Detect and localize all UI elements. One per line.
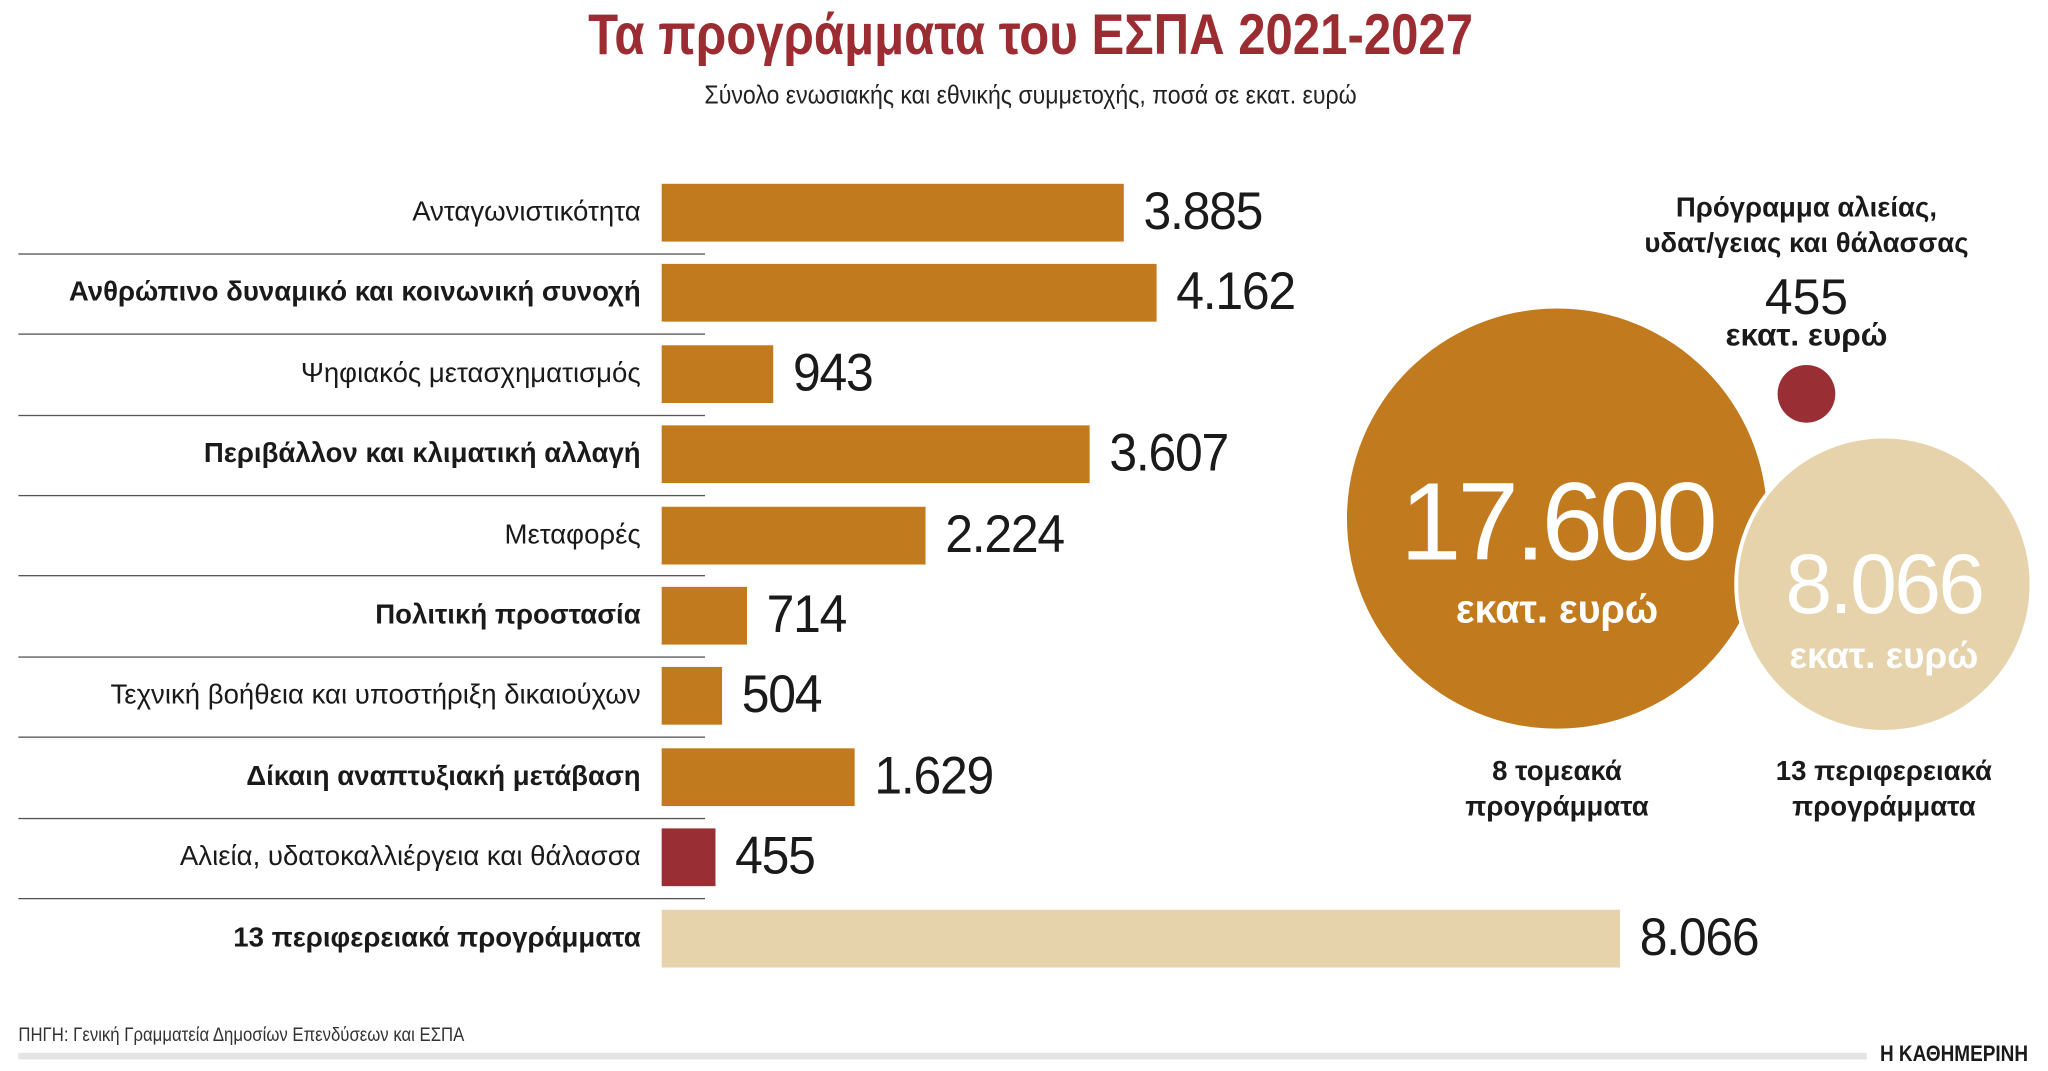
row-divider bbox=[18, 494, 705, 497]
category-label: Μεταφορές bbox=[504, 519, 641, 550]
category-label: Τεχνική βοήθεια και υποστήριξη δικαιούχω… bbox=[110, 680, 641, 711]
chart-subtitle: Σύνολο ενωσιακής και εθνικής συμμετοχής,… bbox=[704, 81, 1357, 111]
row-divider bbox=[18, 252, 705, 255]
bubble-fisheries bbox=[1777, 364, 1836, 423]
fisheries-caption-2: υδατ/γειας και θάλασσας bbox=[1644, 228, 1969, 259]
bar bbox=[661, 909, 1621, 968]
category-label: Περιβάλλον και κλιματική αλλαγή bbox=[203, 438, 641, 469]
data-label: 943 bbox=[793, 344, 874, 403]
data-label: 455 bbox=[735, 827, 816, 886]
bubble-regional-value: 8.066 bbox=[1785, 536, 1985, 632]
bar bbox=[661, 748, 856, 806]
category-label: 13 περιφερειακά προγράμματα bbox=[233, 922, 641, 953]
regional-caption-2: προγράμματα bbox=[1792, 791, 1976, 822]
sectoral-caption-2: προγράμματα bbox=[1465, 791, 1649, 822]
bubble-sectoral-value: 17.600 bbox=[1400, 459, 1718, 583]
fisheries-caption-1: Πρόγραμμα αλιείας, bbox=[1675, 192, 1938, 224]
regional-caption-1: 13 περιφερειακά bbox=[1775, 756, 1992, 787]
bubble-regional bbox=[1734, 434, 2034, 734]
data-label: 3.607 bbox=[1109, 424, 1230, 483]
category-label: Ανταγωνιστικότητα bbox=[412, 196, 641, 228]
bubble-sectoral-unit: εκατ. ευρώ bbox=[1455, 588, 1659, 632]
data-label: 504 bbox=[741, 666, 822, 725]
category-label: Ανθρώπινο δυναμικό και κοινωνική συνοχή bbox=[68, 277, 641, 308]
data-label: 3.885 bbox=[1142, 183, 1263, 241]
bar bbox=[661, 667, 722, 726]
row-divider bbox=[18, 655, 705, 658]
row-divider bbox=[18, 897, 705, 900]
bubble-sectoral bbox=[1346, 308, 1768, 729]
data-label: 2.224 bbox=[945, 505, 1066, 564]
bar bbox=[661, 264, 1157, 323]
data-label: 8.066 bbox=[1639, 908, 1760, 967]
category-label: Ψηφιακός μετασχηματισμός bbox=[300, 358, 641, 389]
bar bbox=[661, 183, 1124, 242]
source-note: ΠΗΓΗ: Γενική Γραμματεία Δημοσίων Επενδύσ… bbox=[18, 1023, 465, 1047]
footer-rule bbox=[18, 1052, 1867, 1060]
category-label: Πολιτική προστασία bbox=[375, 599, 641, 631]
row-divider bbox=[18, 333, 705, 335]
category-label: Δίκαιη αναπτυξιακή μετάβαση bbox=[246, 761, 641, 792]
chart-title: Τα προγράμματα του ΕΣΠΑ 2021-2027 bbox=[588, 2, 1474, 67]
row-divider bbox=[18, 575, 705, 577]
data-label: 4.162 bbox=[1175, 263, 1296, 322]
bubble-regional-unit: εκατ. ευρώ bbox=[1789, 635, 1979, 677]
brand-logo: Η ΚΑΘΗΜΕΡΙΝΗ bbox=[1879, 1041, 2029, 1067]
bar bbox=[661, 828, 716, 887]
bar bbox=[661, 506, 926, 564]
sectoral-caption-1: 8 τομεακά bbox=[1492, 756, 1622, 787]
row-divider bbox=[18, 817, 705, 819]
row-divider bbox=[18, 736, 705, 738]
category-label: Αλιεία, υδατοκαλλιέργεια και θάλασσα bbox=[179, 841, 641, 872]
data-label: 714 bbox=[766, 586, 847, 644]
bar bbox=[661, 425, 1091, 484]
fisheries-value: 455 bbox=[1764, 270, 1849, 326]
bar bbox=[661, 586, 747, 645]
fisheries-unit: εκατ. ευρώ bbox=[1725, 317, 1888, 354]
bar bbox=[661, 345, 774, 403]
data-label: 1.629 bbox=[874, 747, 995, 806]
row-divider bbox=[18, 414, 705, 416]
